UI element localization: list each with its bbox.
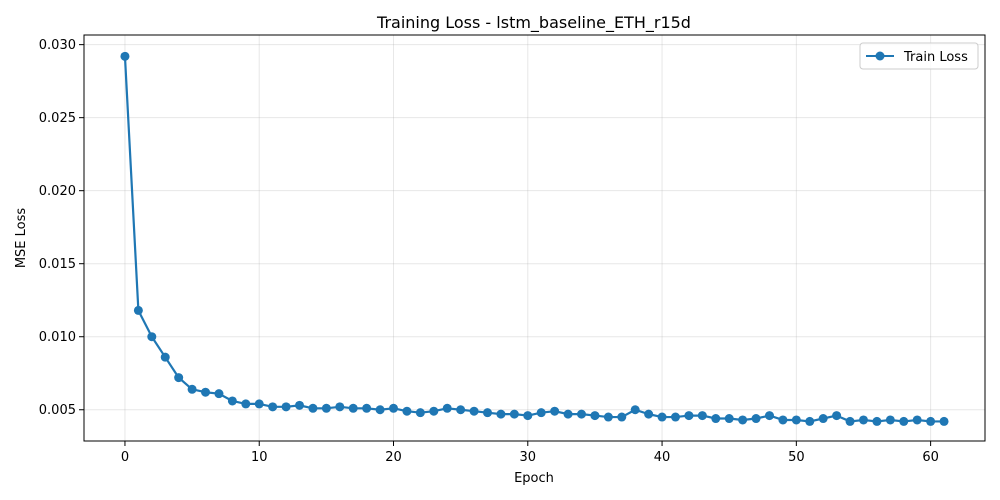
legend-label-train-loss: Train Loss — [903, 50, 968, 65]
data-point — [724, 414, 734, 424]
data-point — [858, 415, 868, 425]
data-point — [469, 406, 479, 416]
data-point — [751, 414, 761, 424]
data-point — [657, 412, 667, 422]
x-tick-label: 0 — [121, 450, 129, 465]
series-layer — [120, 51, 949, 426]
data-point — [456, 405, 466, 415]
data-point — [805, 416, 815, 426]
data-point — [603, 412, 613, 422]
data-point — [268, 402, 278, 412]
x-tick-label: 10 — [251, 450, 268, 465]
y-tick-label: 0.005 — [39, 403, 76, 418]
data-point — [590, 411, 600, 421]
data-point — [832, 411, 842, 421]
data-point — [120, 51, 130, 61]
data-point — [684, 411, 694, 421]
data-point — [644, 409, 654, 419]
data-point — [912, 415, 922, 425]
data-point — [335, 402, 345, 412]
data-point — [563, 409, 573, 419]
data-point — [415, 408, 425, 418]
data-point — [523, 411, 533, 421]
y-axis-label: MSE Loss — [14, 208, 29, 269]
data-point — [899, 416, 909, 426]
data-point — [617, 412, 627, 422]
y-tick-label: 0.020 — [39, 184, 76, 199]
y-tick-label: 0.015 — [39, 257, 76, 272]
data-point — [389, 403, 399, 413]
data-point — [576, 409, 586, 419]
data-point — [670, 412, 680, 422]
data-point — [872, 416, 882, 426]
x-tick-label: 60 — [922, 450, 939, 465]
data-point — [764, 411, 774, 421]
data-point — [442, 403, 452, 413]
data-point — [402, 406, 412, 416]
data-point — [496, 409, 506, 419]
data-point — [818, 414, 828, 424]
x-tick-label: 20 — [385, 450, 402, 465]
data-point — [939, 416, 949, 426]
x-axis-label: Epoch — [514, 471, 554, 486]
y-tick-label: 0.030 — [39, 38, 76, 53]
chart-title: Training Loss - lstm_baseline_ETH_r15d — [376, 13, 691, 33]
legend-box — [859, 42, 979, 70]
data-point — [281, 402, 291, 412]
data-point — [295, 400, 305, 410]
series-line-train-loss — [123, 56, 945, 423]
data-point — [697, 411, 707, 421]
grid — [84, 35, 985, 441]
y-tick-label: 0.025 — [39, 111, 76, 126]
data-point — [791, 415, 801, 425]
data-point — [885, 415, 895, 425]
data-point — [630, 405, 640, 415]
data-point — [133, 305, 143, 315]
legend: Train Loss — [859, 42, 979, 70]
data-point — [174, 373, 184, 383]
data-point — [147, 332, 157, 342]
data-point — [308, 403, 318, 413]
y-tick-label: 0.010 — [39, 330, 76, 345]
data-point — [711, 414, 721, 424]
data-point — [429, 406, 439, 416]
legend-marker-swatch — [875, 51, 885, 61]
x-tick-label: 40 — [654, 450, 671, 465]
data-point — [241, 399, 251, 409]
data-point — [845, 416, 855, 426]
data-point — [483, 408, 493, 418]
plot-frame — [83, 34, 986, 442]
data-point — [778, 415, 788, 425]
data-point — [509, 409, 519, 419]
data-point — [550, 406, 560, 416]
data-point — [536, 408, 546, 418]
data-point — [160, 352, 170, 362]
x-tick-label: 50 — [788, 450, 805, 465]
data-point — [362, 403, 372, 413]
data-point — [214, 389, 224, 399]
data-point — [375, 405, 385, 415]
data-point — [926, 416, 936, 426]
x-axis-ticks: 0 10 20 30 40 50 60 — [121, 441, 939, 465]
data-point — [254, 399, 264, 409]
y-axis-ticks: 0.005 0.010 0.015 0.020 0.025 0.030 — [39, 38, 84, 418]
data-point — [227, 396, 237, 406]
data-point — [187, 384, 197, 394]
data-point — [201, 387, 211, 397]
data-point — [738, 415, 748, 425]
x-tick-label: 30 — [520, 450, 537, 465]
data-point — [321, 403, 331, 413]
data-point — [348, 403, 358, 413]
